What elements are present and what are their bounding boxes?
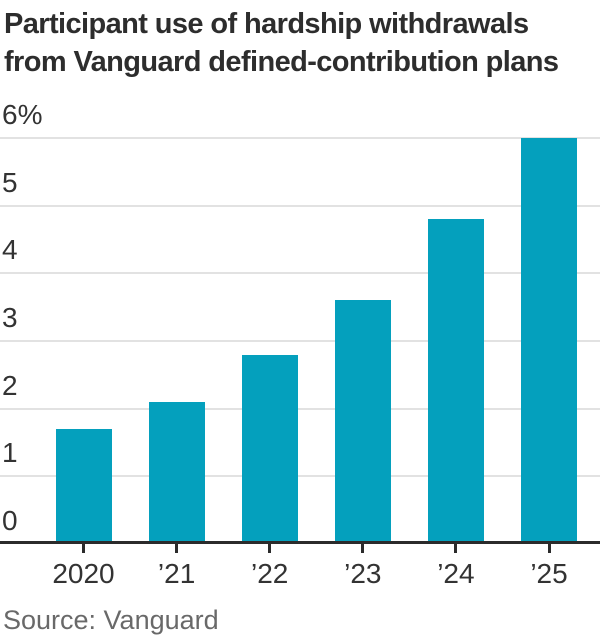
gridline-1 (0, 475, 600, 478)
plot-area: 0 1 2 3 4 5 6% (0, 99, 600, 553)
x-axis-label-25: ’25 (530, 558, 568, 589)
x-axis-tick-2020 (82, 544, 85, 553)
chart-title-line-1: Participant use of hardship withdrawals (4, 8, 529, 40)
chart-title-line-2: from Vanguard defined-contribution plans (4, 46, 559, 78)
x-axis-line (0, 541, 600, 544)
gridline-3 (0, 340, 600, 342)
source-note: Source: Vanguard (3, 605, 219, 635)
x-axis-tick-23 (361, 544, 365, 553)
bar-25 (521, 138, 577, 544)
x-axis-tick-25 (547, 544, 551, 553)
gridline-6 (0, 137, 600, 139)
x-axis-tick-21 (175, 544, 179, 553)
gridline-4 (0, 272, 600, 275)
bar-22 (241, 354, 298, 544)
chart-title: Participant use of hardship withdrawals … (4, 5, 596, 81)
x-axis-label-23: ’23 (344, 558, 382, 589)
y-axis-label-4: 4 (2, 234, 18, 266)
x-axis-tick-22 (268, 544, 272, 553)
y-axis-label-0: 0 (2, 505, 18, 536)
x-axis-label-2020: 2020 (52, 558, 115, 589)
gridline-2 (0, 407, 600, 410)
y-axis-label-5: 5 (2, 166, 18, 198)
bar-2020 (55, 428, 112, 544)
x-axis-label-21: ’21 (157, 558, 196, 589)
y-axis-label-3: 3 (2, 302, 18, 333)
gridline-5 (0, 204, 600, 207)
x-axis-label-24: ’24 (437, 558, 475, 589)
x-axis-label-22: ’22 (251, 558, 289, 589)
y-axis-label-2: 2 (2, 369, 18, 401)
bar-24 (427, 219, 484, 544)
y-axis-label-1: 1 (2, 437, 18, 469)
bar-23 (334, 300, 391, 544)
y-axis-label-6: 6% (2, 99, 43, 130)
x-axis-tick-24 (454, 544, 458, 553)
bar-21 (148, 401, 205, 544)
